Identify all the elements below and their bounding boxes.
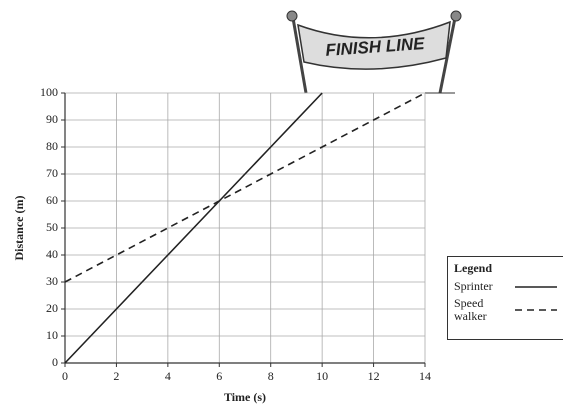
legend-label: Speed walker xyxy=(454,297,502,323)
x-tick-label: 0 xyxy=(62,369,68,383)
y-tick-label: 10 xyxy=(46,328,58,342)
y-tick-label: 80 xyxy=(46,139,58,153)
x-tick-label: 4 xyxy=(165,369,171,383)
x-tick-label: 10 xyxy=(316,369,328,383)
x-axis-label: Time (s) xyxy=(224,390,266,404)
x-tick-label: 12 xyxy=(368,369,380,383)
legend-item: Speed walker xyxy=(454,297,557,323)
y-tick-label: 90 xyxy=(46,112,58,126)
legend-item: Sprinter xyxy=(454,280,557,293)
finish-banner: FINISH LINE xyxy=(287,11,461,93)
legend-swatch xyxy=(513,305,557,315)
x-tick-label: 2 xyxy=(113,369,119,383)
legend-title: Legend xyxy=(454,261,557,276)
y-tick-label: 60 xyxy=(46,193,58,207)
y-axis-label: Distance (m) xyxy=(12,196,26,261)
legend-swatch xyxy=(513,282,557,292)
legend-label: Sprinter xyxy=(454,280,502,293)
legend: Legend Sprinter Speed walker xyxy=(447,256,563,340)
y-tick-label: 40 xyxy=(46,247,58,261)
chart: FINISH LINE Time (s) Distance (m) 010203… xyxy=(0,0,563,410)
x-tick-label: 14 xyxy=(419,369,431,383)
page: {"chart_data": {"type": "line", "banner"… xyxy=(0,0,563,410)
series-line xyxy=(65,93,425,282)
y-tick-label: 30 xyxy=(46,274,58,288)
y-tick-label: 20 xyxy=(46,301,58,315)
y-tick-label: 100 xyxy=(40,85,58,99)
y-tick-label: 0 xyxy=(52,355,58,369)
y-tick-label: 50 xyxy=(46,220,58,234)
x-tick-label: 6 xyxy=(216,369,222,383)
y-tick-label: 70 xyxy=(46,166,58,180)
x-tick-label: 8 xyxy=(268,369,274,383)
